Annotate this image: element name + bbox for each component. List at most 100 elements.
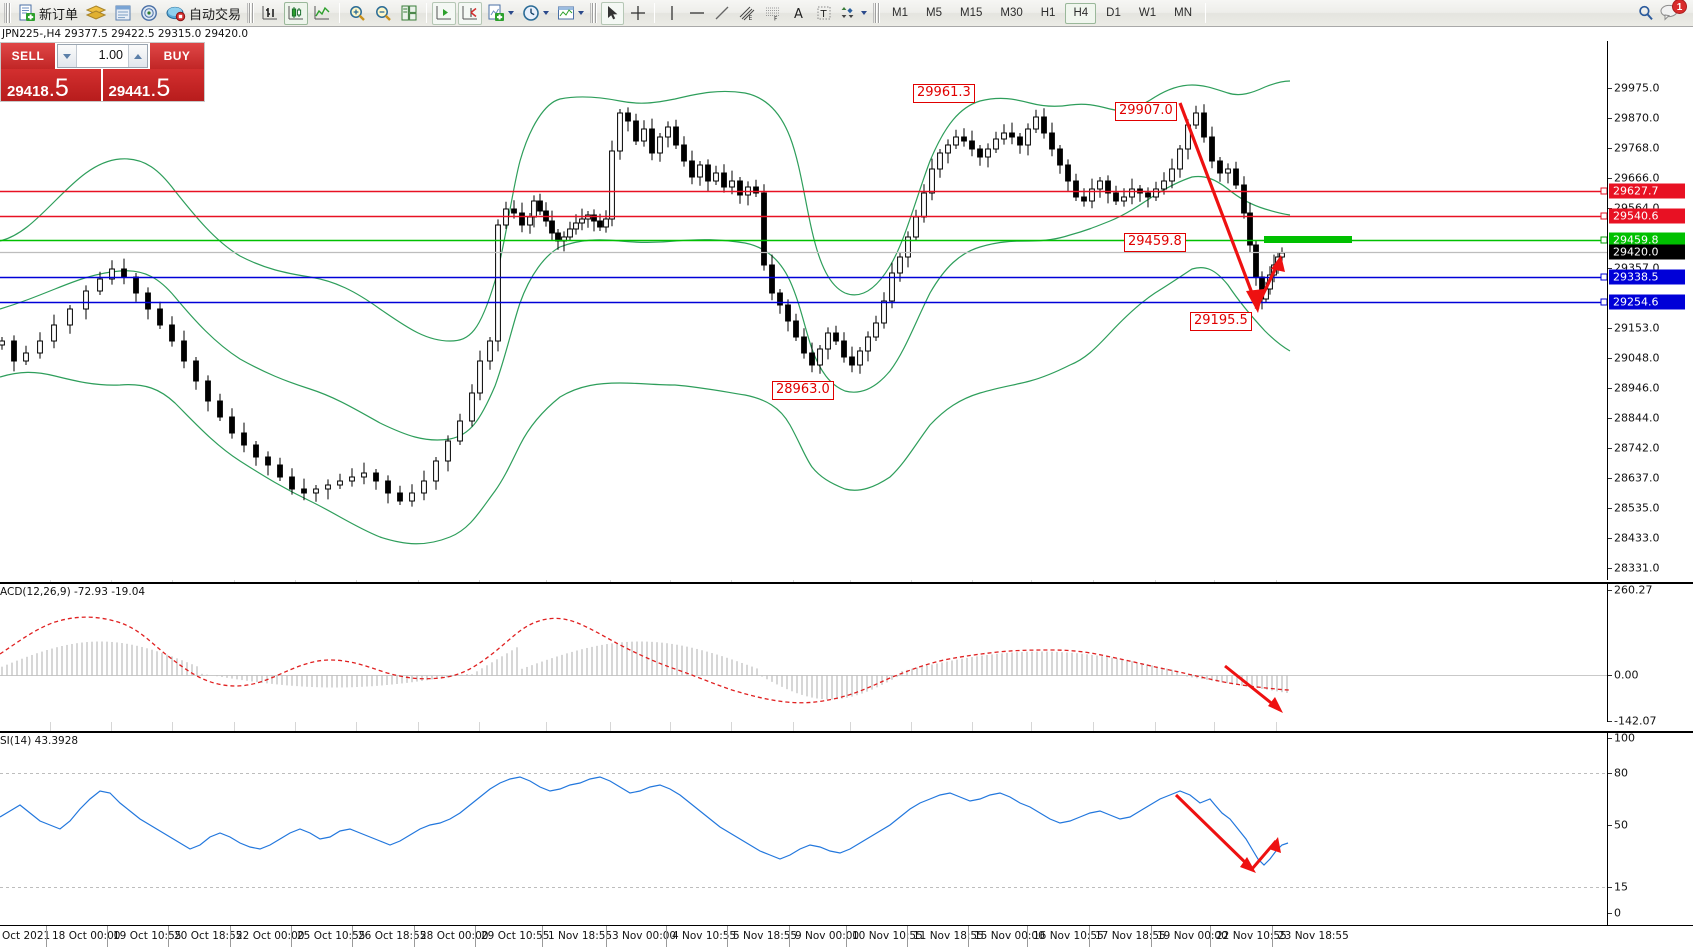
equidistant-channel-button[interactable]: E — [735, 2, 759, 25]
trendline-button[interactable] — [710, 2, 733, 25]
auto-scroll-button[interactable] — [458, 1, 483, 25]
price-level-badge-29627-7[interactable]: 29627.7 — [1609, 183, 1685, 199]
one-click-trading-panel[interactable]: SELL 1.00 BUY 29418 . 5 29441 . 5 — [0, 42, 205, 102]
diagonal-line-icon — [715, 6, 728, 20]
rsi-tick-mark — [1608, 738, 1612, 739]
rsi-up-arrow[interactable] — [1250, 837, 1281, 870]
price-tick-label: 28433.0 — [1614, 531, 1660, 545]
expert-advisor-icon — [166, 6, 186, 22]
zoom-in-button[interactable] — [345, 2, 369, 25]
timeframe-button-m1[interactable]: M1 — [892, 6, 909, 19]
new-order-button[interactable]: 新订单 — [15, 2, 81, 25]
line-chart-icon — [314, 6, 330, 20]
price-tick-mark — [1608, 478, 1612, 479]
horizontal-line-button[interactable] — [685, 2, 708, 25]
volume-increase-button[interactable] — [128, 45, 147, 67]
text-tool-button[interactable]: A — [787, 2, 810, 25]
search-button[interactable] — [1634, 2, 1658, 25]
bar-chart-button[interactable] — [258, 2, 282, 25]
toolbar-grip-3[interactable] — [590, 3, 598, 23]
time-tick-label: 10 Nov 10:55 — [852, 930, 923, 942]
volume-stepper[interactable]: 1.00 — [57, 44, 148, 68]
timeframe-button-w1[interactable]: W1 — [1138, 6, 1157, 19]
time-tick-label: 5 Nov 18:55 — [733, 930, 798, 942]
timeframe-button-d1[interactable]: D1 — [1106, 6, 1121, 19]
vertical-line-button[interactable] — [660, 2, 683, 25]
chevron-down-icon-period[interactable] — [543, 11, 550, 15]
macd-down-arrow[interactable] — [1224, 664, 1283, 713]
time-tick-label: 20 Oct 18:55 — [174, 930, 243, 942]
price-tick-label: 29666.0 — [1614, 171, 1660, 185]
time-axis[interactable]: Oct 2021 18 Oct 00:00 19 Oct 10:55 20 Oct 1… — [0, 925, 1693, 947]
price-pane[interactable]: 29961.3 29907.0 29459.8 29195.5 28963.0 2997… — [0, 41, 1693, 580]
zoom-out-button[interactable] — [371, 2, 395, 25]
chart-annotation-29459-8[interactable]: 29459.8 — [1124, 233, 1186, 252]
scroll-to-end-button[interactable] — [432, 1, 457, 25]
rsi-tick-label: 15 — [1614, 880, 1628, 894]
text-label-button[interactable]: T — [812, 2, 835, 25]
fibonacci-button[interactable]: F — [761, 2, 785, 25]
time-tick-divider — [666, 926, 667, 947]
data-window-button[interactable] — [111, 2, 135, 25]
down-arrow-annotation[interactable] — [1178, 102, 1264, 313]
toolbar-grip-2[interactable] — [247, 3, 255, 23]
time-tick-divider — [1089, 926, 1090, 947]
rsi-label: SI(14) 43.3928 — [0, 735, 79, 747]
price-level-badge-29459-8[interactable]: 29459.8 — [1609, 232, 1685, 248]
fibonacci-icon: F — [766, 7, 780, 21]
candlestick-chart-button[interactable] — [284, 1, 309, 25]
timeframe-button-h1[interactable]: H1 — [1040, 6, 1056, 19]
chevron-down-icon-indicators[interactable] — [508, 11, 515, 15]
arrows-button[interactable] — [837, 2, 870, 25]
price-level-badge-29420-0[interactable]: 29420.0 — [1609, 244, 1685, 260]
chart-annotation-29195-5[interactable]: 29195.5 — [1190, 312, 1252, 331]
price-tick-mark — [1608, 418, 1612, 419]
chevron-down-icon-arrows[interactable] — [861, 11, 868, 15]
timeframe-button-mn[interactable]: MN — [1174, 6, 1192, 19]
indicators-button[interactable] — [484, 2, 517, 25]
tile-windows-icon — [401, 5, 417, 21]
macd-pane[interactable]: ACD(12,26,9) -72.93 -19.04 260.27 0.00 -14… — [0, 582, 1693, 728]
navigator-button[interactable] — [137, 2, 161, 25]
time-tick-divider — [1027, 926, 1028, 947]
timeframe-button-m30[interactable]: M30 — [1000, 6, 1023, 19]
templates-button[interactable] — [554, 2, 587, 25]
price-levels-layer[interactable] — [0, 41, 1607, 580]
price-level-badge-29254-6[interactable]: 29254.6 — [1609, 294, 1685, 310]
toolbar-grip-4[interactable] — [873, 3, 881, 23]
volume-decrease-button[interactable] — [58, 45, 77, 67]
volume-value[interactable]: 1.00 — [98, 48, 123, 62]
time-tick-label: 26 Oct 18:55 — [358, 930, 427, 942]
timeframe-button-m15[interactable]: M15 — [960, 6, 983, 19]
chart-annotation-28963-0[interactable]: 28963.0 — [772, 381, 834, 400]
sell-price[interactable]: 29418 . 5 — [1, 69, 103, 101]
tile-windows-button[interactable] — [397, 2, 421, 25]
time-tick-divider — [291, 926, 292, 947]
rsi-pane[interactable]: SI(14) 43.3928 100 80 50 15 0 — [0, 731, 1693, 925]
notifications-button[interactable]: 1 — [1659, 0, 1687, 24]
chevron-down-icon-templates[interactable] — [578, 11, 585, 15]
chart-annotation-29961-3[interactable]: 29961.3 — [913, 84, 975, 103]
cursor-tool-button[interactable] — [601, 1, 625, 25]
buy-button[interactable]: BUY — [150, 43, 204, 69]
price-level-badge-29540-6[interactable]: 29540.6 — [1609, 208, 1685, 224]
sell-button[interactable]: SELL — [1, 43, 55, 69]
timeframe-button-m5[interactable]: M5 — [926, 6, 942, 19]
macd-tick-label: 260.27 — [1614, 583, 1653, 597]
timeframe-button-h4[interactable]: H4 — [1065, 2, 1097, 24]
buy-price[interactable]: 29441 . 5 — [102, 69, 204, 101]
price-tick-label: 28637.0 — [1614, 471, 1660, 485]
line-chart-button[interactable] — [310, 2, 334, 25]
chart-annotation-29907-0[interactable]: 29907.0 — [1115, 102, 1177, 121]
chart-area[interactable]: 29961.3 29907.0 29459.8 29195.5 28963.0 2997… — [0, 41, 1693, 925]
market-watch-button[interactable] — [83, 2, 109, 25]
toolbar-grip[interactable] — [4, 3, 11, 23]
svg-text:A: A — [794, 7, 803, 21]
crosshair-tool-button[interactable] — [626, 2, 649, 25]
period-button[interactable] — [519, 2, 552, 25]
price-level-badge-29338-5[interactable]: 29338.5 — [1609, 269, 1685, 285]
up-arrow-annotation[interactable] — [1254, 255, 1285, 310]
auto-trading-button[interactable]: 自动交易 — [163, 2, 244, 25]
support-zone-rect[interactable] — [1264, 236, 1352, 243]
